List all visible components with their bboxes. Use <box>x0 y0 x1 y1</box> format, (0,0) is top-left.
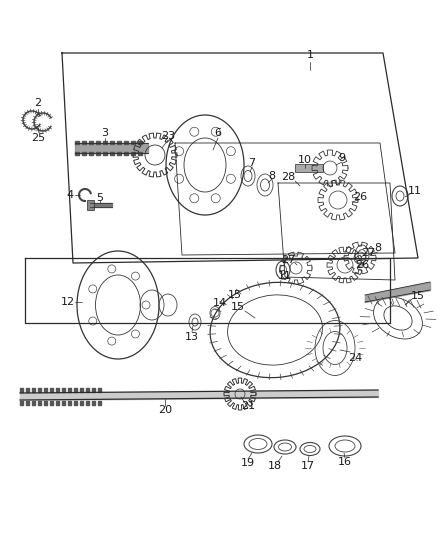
Text: 15: 15 <box>410 291 424 301</box>
Text: 11: 11 <box>277 271 291 281</box>
Text: 11: 11 <box>407 186 421 196</box>
Text: 2: 2 <box>34 98 42 108</box>
Text: 4: 4 <box>66 190 74 200</box>
Text: 7: 7 <box>248 158 255 168</box>
Text: 6: 6 <box>214 128 221 138</box>
Text: 8: 8 <box>268 171 275 181</box>
Text: 13: 13 <box>184 332 198 342</box>
Text: 15: 15 <box>227 290 241 300</box>
Text: 10: 10 <box>297 155 311 165</box>
Text: 14: 14 <box>212 298 226 308</box>
Text: 15: 15 <box>230 302 244 312</box>
Text: 16: 16 <box>337 457 351 467</box>
Text: 26: 26 <box>352 192 366 202</box>
Text: 25: 25 <box>31 133 45 143</box>
Text: 24: 24 <box>347 353 361 363</box>
Text: 3: 3 <box>101 128 108 138</box>
Text: 26: 26 <box>354 260 368 270</box>
Text: 19: 19 <box>240 458 254 468</box>
Text: 21: 21 <box>240 401 254 411</box>
Text: 5: 5 <box>96 193 103 203</box>
Text: 28: 28 <box>280 172 294 182</box>
Text: 20: 20 <box>158 405 172 415</box>
Text: 27: 27 <box>280 255 294 265</box>
Text: 27: 27 <box>360 248 374 258</box>
Text: 1: 1 <box>306 50 313 60</box>
Text: 18: 18 <box>267 461 282 471</box>
Text: 8: 8 <box>374 243 381 253</box>
Text: 17: 17 <box>300 461 314 471</box>
Text: 9: 9 <box>338 153 345 163</box>
Bar <box>87 200 94 210</box>
Text: 23: 23 <box>161 131 175 141</box>
Text: 12: 12 <box>61 297 75 307</box>
Bar <box>294 164 322 172</box>
